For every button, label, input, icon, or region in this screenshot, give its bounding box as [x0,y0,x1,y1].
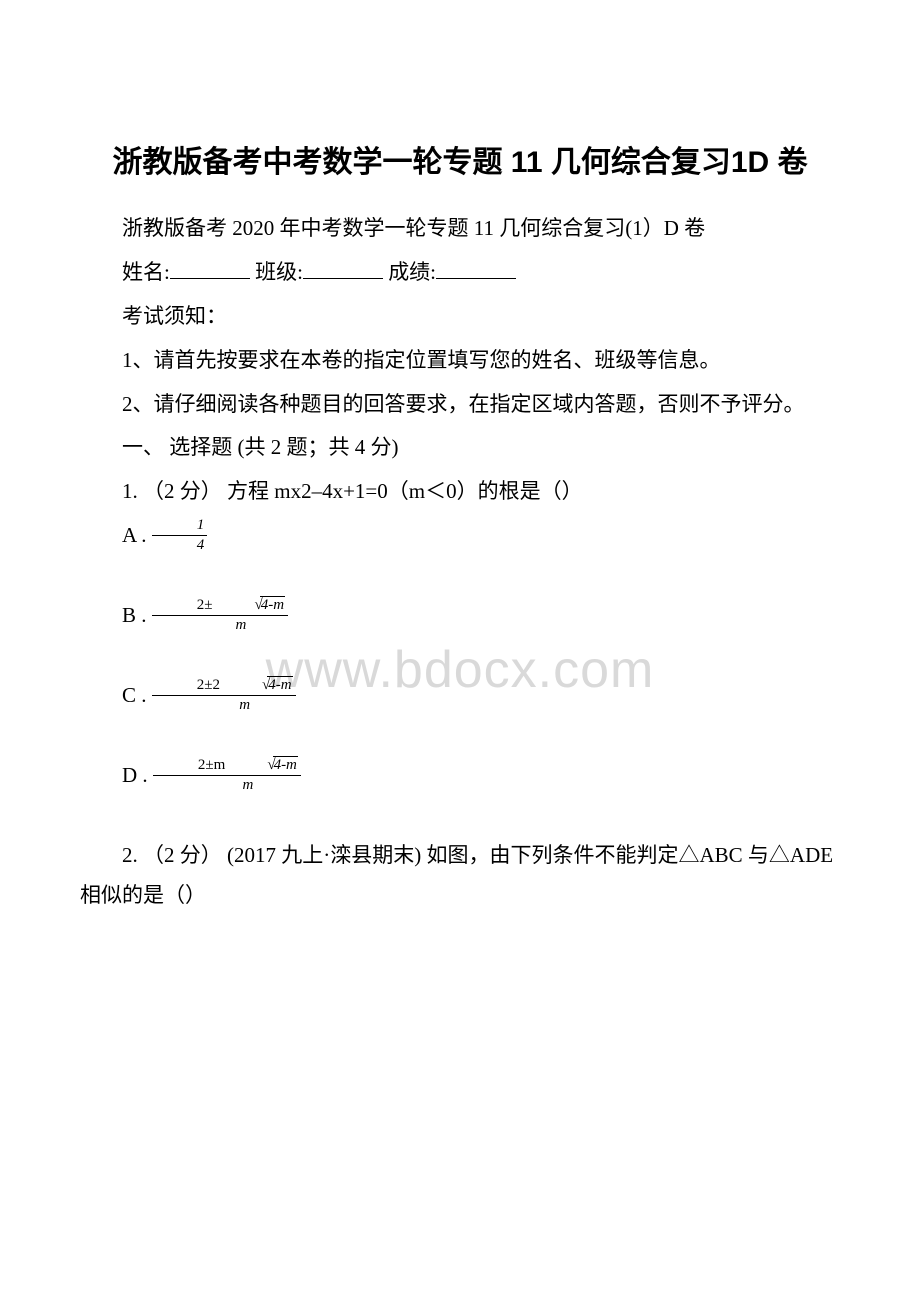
option-b-fraction: 2±√4-m m [152,597,288,633]
option-b-radicand: 4-m [260,596,285,613]
class-label: 班级: [255,260,303,284]
option-c-num-pre: 2±2 [197,677,220,693]
option-a-denominator: 4 [152,536,208,554]
sqrt-icon: √4-m [213,597,286,614]
question-1-stem: 1. （2 分） 方程 mx2–4x+1=0（m＜0）的根是（） [80,472,840,512]
option-b-label: B . [122,603,147,627]
instructions-header: 考试须知： [80,297,840,337]
option-d-num-pre: 2±m [198,757,225,773]
option-a-label: A . [122,523,147,547]
option-c-denominator: m [152,696,296,714]
option-b-denominator: m [152,616,288,634]
option-a-numerator: 1 [152,517,208,536]
option-c-fraction: 2±2√4-m m [152,677,296,713]
option-b: B . 2±√4-m m [80,596,840,636]
option-d-radicand: 4-m [273,756,298,773]
option-c-label: C . [122,683,147,707]
option-c-radicand: 4-m [267,676,292,693]
question-2-stem: 2. （2 分） (2017 九上·滦县期末) 如图，由下列条件不能判定△ABC… [80,836,840,916]
section-1-header: 一、 选择题 (共 2 题；共 4 分) [80,428,840,468]
sqrt-icon: √4-m [220,677,293,694]
document-title: 浙教版备考中考数学一轮专题 11 几何综合复习1D 卷 [80,140,840,185]
instruction-2: 2、请仔细阅读各种题目的回答要求，在指定区域内答题，否则不予评分。 [80,385,840,425]
option-d-label: D . [122,763,148,787]
option-d-denominator: m [153,776,301,794]
option-b-numerator: 2±√4-m [152,597,288,616]
option-d-fraction: 2±m√4-m m [153,757,301,793]
student-info-line: 姓名: 班级: 成绩: [80,253,840,293]
score-label: 成绩: [388,260,436,284]
subtitle: 浙教版备考 2020 年中考数学一轮专题 11 几何综合复习(1）D 卷 [80,209,840,249]
option-d-numerator: 2±m√4-m [153,757,301,776]
class-blank [303,254,383,279]
option-b-num-pre: 2± [197,597,213,613]
instruction-1: 1、请首先按要求在本卷的指定位置填写您的姓名、班级等信息。 [80,341,840,381]
option-c: C . 2±2√4-m m [80,676,840,716]
name-blank [170,254,250,279]
option-a-fraction: 1 4 [152,517,208,553]
score-blank [436,254,516,279]
document-content: 浙教版备考中考数学一轮专题 11 几何综合复习1D 卷 浙教版备考 2020 年… [80,140,840,916]
instruction-1-text: 1、请首先按要求在本卷的指定位置填写您的姓名、班级等信息。 [122,348,721,372]
option-c-numerator: 2±2√4-m [152,677,296,696]
option-d: D . 2±m√4-m m [80,756,840,796]
name-label: 姓名: [122,260,170,284]
option-a: A . 1 4 [80,516,840,556]
sqrt-icon: √4-m [225,757,298,774]
